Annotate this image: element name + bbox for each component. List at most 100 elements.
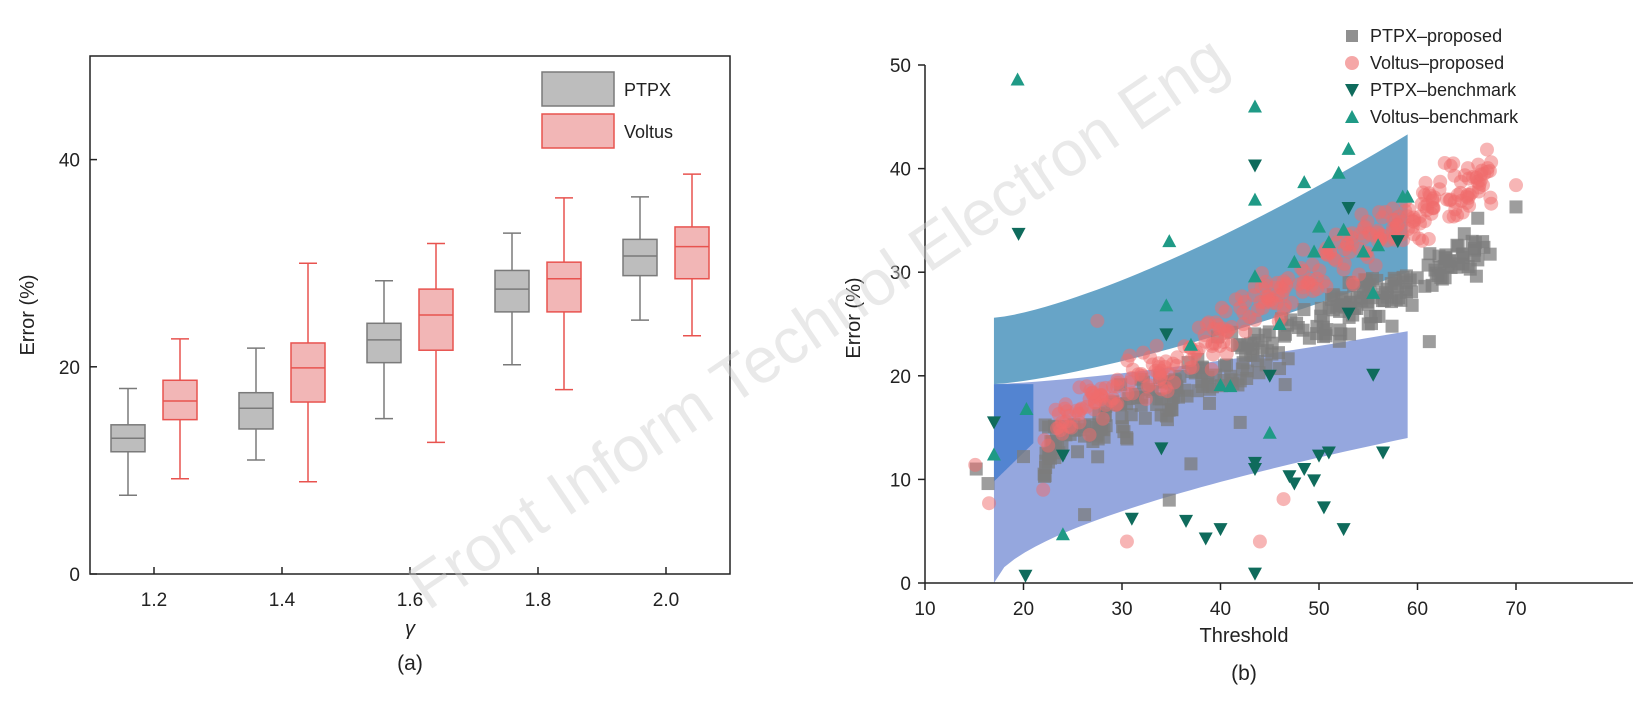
voltus-benchmark-point: [1371, 238, 1386, 252]
ptpx-benchmark-point: [1282, 470, 1297, 484]
legend-label: PTPX: [624, 80, 671, 100]
y-tick-label: 10: [890, 470, 911, 491]
voltus-benchmark-point: [1247, 99, 1262, 113]
voltus-proposed-point: [1095, 411, 1110, 426]
ptpx-proposed-point: [1327, 289, 1341, 303]
iqr-box: [162, 379, 198, 421]
voltus-proposed-point: [1277, 298, 1292, 313]
box-voltus: [546, 197, 582, 391]
ptpx-benchmark-point: [1307, 474, 1322, 488]
legend-marker-triangle-down: [1345, 84, 1359, 97]
voltus-proposed-point: [1312, 263, 1327, 278]
voltus-proposed-point: [1345, 226, 1360, 241]
ptpx-benchmark-point: [986, 416, 1001, 430]
x-tick-label: 1.4: [269, 590, 296, 611]
voltus-proposed-point: [1110, 372, 1125, 387]
voltus-proposed-point: [1218, 304, 1233, 319]
scatter-y-axis-label: Error (%): [843, 277, 865, 358]
voltus-proposed-point: [1138, 392, 1153, 407]
ptpx-proposed-point: [1278, 378, 1292, 392]
ptpx-proposed-point: [1281, 352, 1295, 366]
box-voltus: [674, 173, 710, 337]
ptpx-benchmark-point: [1179, 514, 1194, 528]
ptpx-benchmark-point: [1247, 463, 1262, 477]
ptpx-proposed-point: [1162, 403, 1176, 417]
ptpx-proposed-point: [1316, 330, 1330, 344]
voltus-proposed-point: [1258, 278, 1273, 293]
ptpx-proposed-point: [1120, 432, 1134, 446]
ptpx-proposed-point: [1326, 303, 1340, 317]
ptpx-proposed-point: [1423, 247, 1437, 261]
voltus-proposed-point: [1036, 482, 1051, 497]
panel-b-caption: (b): [1231, 662, 1257, 685]
ptpx-proposed-point: [1451, 239, 1465, 253]
ptpx-proposed-point: [1191, 384, 1205, 398]
voltus-proposed-point: [1375, 210, 1390, 225]
voltus-benchmark-point: [1183, 337, 1198, 351]
voltus-proposed-point: [1414, 196, 1429, 211]
ptpx-benchmark-point: [1341, 307, 1356, 321]
voltus-proposed-point: [1098, 398, 1113, 413]
iqr-box: [546, 261, 582, 313]
ptpx-proposed-point: [1184, 457, 1198, 471]
y-tick-label: 0: [69, 565, 80, 586]
iqr-box: [366, 322, 402, 364]
voltus-proposed-point: [1354, 207, 1369, 222]
ptpx-proposed-point: [1370, 273, 1384, 287]
ptpx-benchmark-point: [1011, 227, 1026, 241]
iqr-box: [674, 226, 710, 280]
voltus-proposed-point: [1242, 310, 1257, 325]
voltus-proposed-point: [1072, 380, 1087, 395]
boxplot-y-ticks: 0 20 40: [59, 151, 97, 586]
x-tick-label: 1.8: [525, 590, 551, 611]
ptpx-proposed-point: [1332, 334, 1346, 348]
ptpx-benchmark-point: [1213, 523, 1228, 537]
ptpx-proposed-point: [1078, 508, 1092, 522]
ptpx-benchmark-point: [1312, 449, 1326, 463]
y-tick-label: 40: [890, 160, 911, 181]
ptpx-benchmark-point: [1247, 159, 1262, 173]
ptpx-proposed-point: [1457, 227, 1471, 241]
boxplot-x-axis-label: γ: [405, 618, 416, 640]
voltus-proposed-point: [1238, 324, 1253, 339]
scatter-legend: PTPX–proposed Voltus–proposed PTPX–benchma…: [1345, 26, 1519, 127]
voltus-proposed-point: [1412, 216, 1427, 231]
iqr-box: [494, 269, 530, 313]
ptpx-proposed-point: [1201, 378, 1215, 392]
box-ptpx: [238, 347, 274, 461]
voltus-proposed-point: [1509, 178, 1523, 193]
ptpx-benchmark-point: [1390, 235, 1405, 249]
ptpx-proposed-point: [1468, 236, 1482, 250]
voltus-benchmark-point: [1356, 244, 1371, 258]
voltus-proposed-point: [1204, 362, 1219, 377]
ptpx-proposed-point: [1273, 362, 1287, 376]
iqr-box: [290, 342, 326, 403]
legend-marker-triangle-up: [1345, 110, 1359, 123]
iqr-box: [238, 391, 274, 430]
ptpx-proposed-point: [1310, 319, 1324, 333]
ptpx-benchmark-point: [1262, 369, 1277, 383]
voltus-proposed-point: [1442, 209, 1457, 224]
voltus-proposed-point: [1328, 253, 1343, 268]
voltus-proposed-point: [1356, 231, 1371, 246]
ptpx-benchmark-point: [1297, 463, 1312, 477]
voltus-proposed-point: [1337, 241, 1352, 256]
voltus-proposed-point: [1090, 313, 1105, 328]
ptpx-benchmark-point: [1055, 449, 1070, 463]
voltus-proposed-point: [1411, 231, 1426, 246]
voltus-proposed-point: [1125, 386, 1140, 401]
box-ptpx: [494, 232, 530, 366]
legend-swatch: [541, 71, 615, 107]
scatter-x-axis-label: Threshold: [1200, 625, 1289, 647]
ptpx-proposed-point: [1202, 396, 1216, 410]
voltus-proposed-point: [1433, 174, 1448, 189]
boxplot-legend: PTPX Voltus: [541, 71, 673, 149]
ptpx-benchmark-point: [1316, 501, 1331, 515]
voltus-proposed-point: [1252, 534, 1267, 549]
voltus-benchmark-point: [1307, 244, 1322, 258]
ptpx-proposed-point: [1385, 319, 1399, 333]
legend-label: Voltus: [624, 122, 673, 142]
voltus-benchmark-point: [1321, 235, 1336, 249]
